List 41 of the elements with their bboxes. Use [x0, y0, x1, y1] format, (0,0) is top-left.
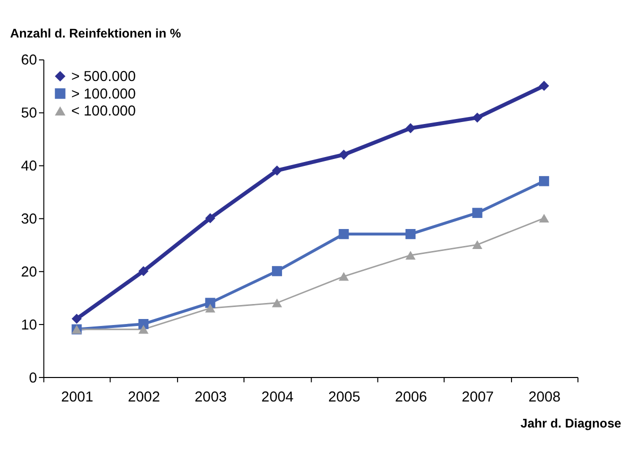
- point: [138, 324, 149, 334]
- y-tick-label: 10: [21, 317, 38, 334]
- legend-label: > 500.000: [71, 69, 136, 86]
- y-tick-label: 30: [21, 211, 38, 228]
- point: [405, 250, 416, 260]
- x-axis-title: Jahr d. Diagnose: [520, 416, 622, 431]
- point: [338, 150, 349, 160]
- point: [472, 208, 482, 218]
- y-tick-label: 40: [21, 158, 38, 175]
- y-tick-label: 20: [21, 264, 38, 280]
- x-tick-label: 2001: [61, 390, 94, 406]
- y-tick-label: 60: [21, 52, 38, 69]
- x-tick-label: 2006: [394, 390, 428, 406]
- x-tick-label: 2003: [194, 390, 227, 406]
- x-tick-label: 2007: [462, 390, 494, 406]
- point: [205, 304, 216, 313]
- x-tick-label: 2008: [528, 390, 561, 406]
- point: [138, 266, 149, 276]
- point: [205, 298, 216, 308]
- point: [338, 229, 349, 240]
- y-axis-title: Anzahl d. Reinfektionen in %: [10, 26, 181, 41]
- point: [272, 166, 282, 176]
- y-tick-label: 0: [29, 370, 38, 386]
- point: [539, 214, 550, 223]
- point: [472, 112, 482, 123]
- point: [539, 80, 550, 91]
- point: [472, 240, 482, 250]
- x-tick-label: 2005: [328, 390, 360, 406]
- point: [205, 213, 216, 224]
- point: [272, 266, 282, 276]
- x-tick-label: 2004: [261, 390, 294, 406]
- legend-label: > 100.000: [71, 86, 136, 102]
- legend-label: < 100.000: [71, 104, 136, 120]
- point: [72, 314, 82, 324]
- point: [405, 229, 416, 240]
- point: [539, 176, 550, 186]
- point: [338, 272, 349, 281]
- point: [405, 123, 416, 134]
- y-tick-label: 50: [21, 106, 38, 122]
- x-tick-label: 2002: [128, 390, 160, 406]
- point: [272, 298, 282, 308]
